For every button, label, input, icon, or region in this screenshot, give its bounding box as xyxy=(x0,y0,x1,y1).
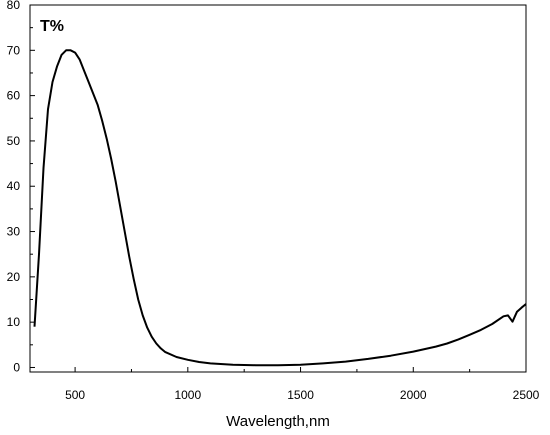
y-tick-label: 50 xyxy=(7,134,21,148)
y-tick-label: 60 xyxy=(7,89,21,103)
y-axis-ticks: 0 10 20 30 40 50 60 70 80 xyxy=(7,0,35,374)
y-tick-label: 0 xyxy=(13,360,20,374)
y-tick-label: 30 xyxy=(7,225,21,239)
plot-frame xyxy=(29,4,527,373)
x-axis-ticks: 500 1000 1500 2000 2500 xyxy=(65,367,540,402)
x-tick-label: 500 xyxy=(65,388,85,402)
y-tick-label: 80 xyxy=(7,0,21,12)
inset-label: T% xyxy=(40,18,64,35)
x-tick-label: 1000 xyxy=(174,388,201,402)
y-tick-label: 20 xyxy=(7,270,21,284)
y-tick-label: 40 xyxy=(7,179,21,193)
x-tick-label: 1500 xyxy=(287,388,314,402)
x-tick-label: 2000 xyxy=(400,388,427,402)
transmittance-series-line xyxy=(33,49,527,367)
x-axis-label: Wavelength,nm xyxy=(226,413,330,430)
y-tick-label: 70 xyxy=(7,43,21,57)
x-tick-label: 2500 xyxy=(513,388,540,402)
y-tick-label: 10 xyxy=(7,315,21,329)
